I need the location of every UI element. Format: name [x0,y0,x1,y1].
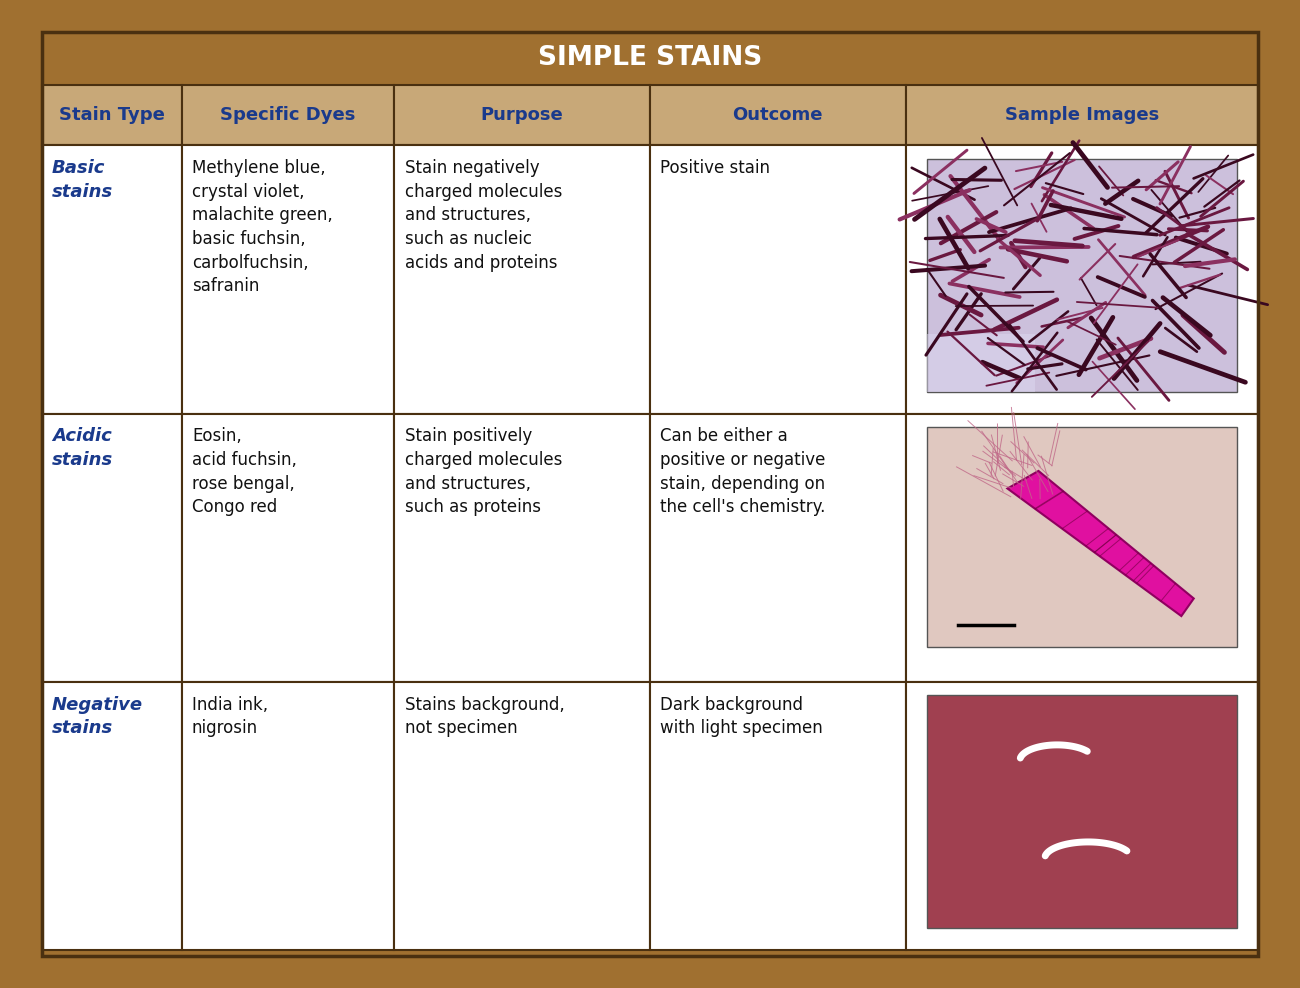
Text: Methylene blue,
crystal violet,
malachite green,
basic fuchsin,
carbolfuchsin,
s: Methylene blue, crystal violet, malachit… [192,159,333,295]
Bar [650,682,906,949]
Bar [42,145,182,414]
Bar [394,414,650,682]
Bar [906,145,1258,414]
Bar [182,682,394,949]
Bar [927,427,1238,647]
Polygon shape [1008,471,1193,617]
Text: Stains background,
not specimen: Stains background, not specimen [404,696,564,737]
Text: India ink,
nigrosin: India ink, nigrosin [192,696,268,737]
Text: Stain negatively
charged molecules
and structures,
such as nucleic
acids and pro: Stain negatively charged molecules and s… [404,159,562,272]
Text: Basic
stains: Basic stains [52,159,113,201]
Text: Stain positively
charged molecules
and structures,
such as proteins: Stain positively charged molecules and s… [404,428,562,516]
Text: SIMPLE STAINS: SIMPLE STAINS [538,45,762,71]
Text: Stain Type: Stain Type [58,107,165,124]
Bar [42,85,182,145]
Bar [394,682,650,949]
Bar [182,85,394,145]
Bar [906,682,1258,949]
Bar [927,696,1238,929]
Bar [906,414,1258,682]
Text: Negative
stains: Negative stains [52,696,143,737]
Bar [650,414,906,682]
Text: Outcome: Outcome [732,107,823,124]
Bar [927,334,1035,392]
Bar [650,85,906,145]
Text: Can be either a
positive or negative
stain, depending on
the cell's chemistry.: Can be either a positive or negative sta… [660,428,826,516]
Bar [650,145,906,414]
Bar [182,145,394,414]
Text: Dark background
with light specimen: Dark background with light specimen [660,696,823,737]
Bar [182,414,394,682]
Text: Eosin,
acid fuchsin,
rose bengal,
Congo red: Eosin, acid fuchsin, rose bengal, Congo … [192,428,296,516]
Bar [42,32,1258,85]
Bar [394,145,650,414]
Bar [42,682,182,949]
Bar [394,85,650,145]
Text: Acidic
stains: Acidic stains [52,428,113,469]
Bar [906,85,1258,145]
Text: Positive stain: Positive stain [660,159,771,177]
Text: Specific Dyes: Specific Dyes [220,107,356,124]
Text: Sample Images: Sample Images [1005,107,1160,124]
Text: Purpose: Purpose [481,107,564,124]
Bar [927,159,1238,392]
Bar [42,414,182,682]
